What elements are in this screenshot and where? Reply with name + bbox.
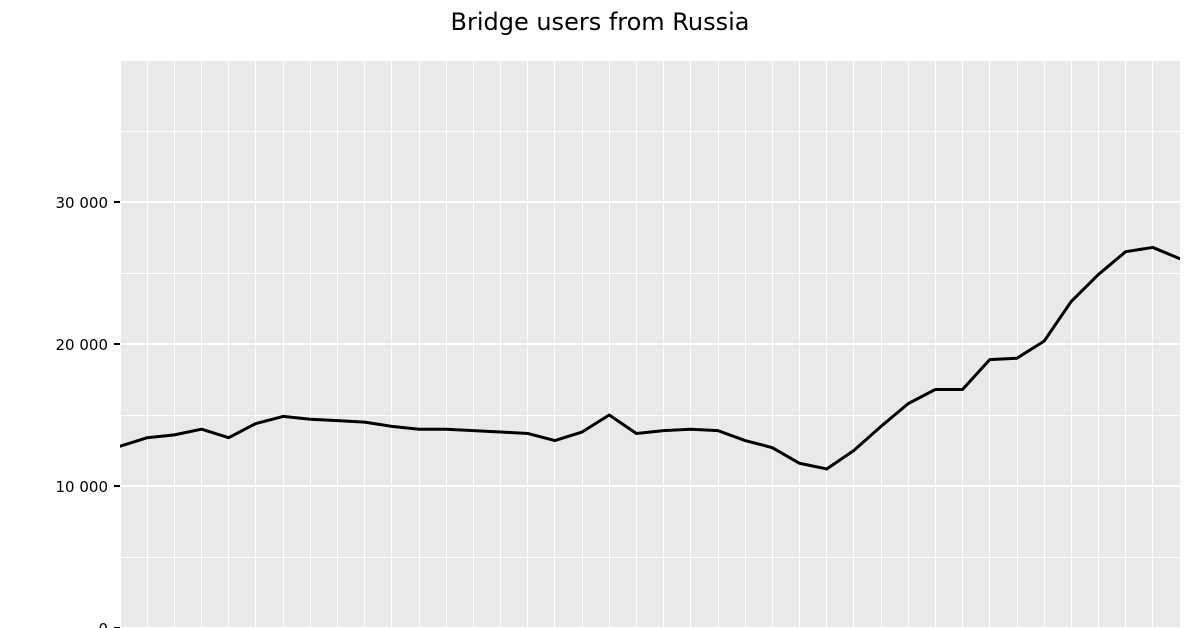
y-tick-label: 0 xyxy=(0,620,108,628)
chart-title: Bridge users from Russia xyxy=(0,8,1200,36)
plot-area xyxy=(120,60,1180,628)
line-series xyxy=(120,60,1180,628)
y-tick-mark xyxy=(114,485,120,487)
y-tick-label: 20 000 xyxy=(0,336,108,354)
figure: Bridge users from Russia 0 10 000 20 000 30… xyxy=(0,0,1200,628)
y-tick-label: 10 000 xyxy=(0,478,108,496)
y-tick-label: 30 000 xyxy=(0,194,108,212)
series-polyline xyxy=(120,247,1180,469)
y-tick-mark xyxy=(114,343,120,345)
y-tick-mark xyxy=(114,201,120,203)
